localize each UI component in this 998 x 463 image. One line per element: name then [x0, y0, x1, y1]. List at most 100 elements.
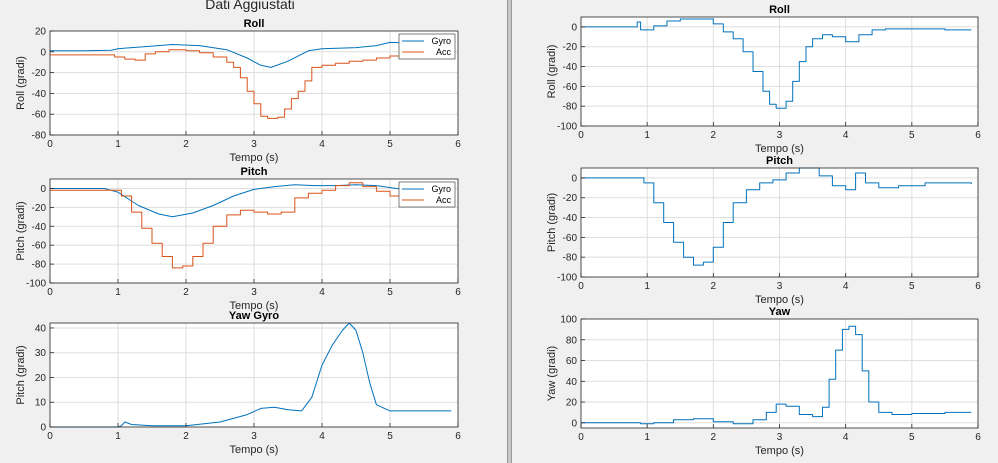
y-tick-label: -40 [32, 89, 47, 100]
left-roll-series-gyro-line [50, 41, 452, 68]
x-tick-label: 2 [183, 287, 189, 298]
x-tick-label: 5 [909, 281, 915, 292]
x-tick-label: 3 [251, 139, 257, 150]
legend-label-gyro: Gyro [431, 184, 451, 194]
y-tick-label: -100 [557, 122, 577, 133]
x-tick-label: 5 [909, 432, 915, 443]
x-tick-label: 2 [183, 139, 189, 150]
y-tick-label: 30 [35, 348, 47, 359]
left-figure-window: Dati Aggiustati 0 1 2 3 4 5 6 -80 -60 -40 -20 0 20 Ro… [15, 0, 461, 456]
y-tick-label: -20 [563, 193, 578, 204]
right-pitch-chart: 0 1 2 3 4 5 6 -100 -80 -60 -40 -20 0 Pitch Tempo (s) Pi… [546, 155, 981, 306]
y-tick-label: -40 [563, 213, 578, 224]
y-axis-label: Roll (gradi) [15, 56, 27, 110]
chart-title: Yaw Gyro [229, 310, 279, 322]
x-tick-label: 3 [251, 431, 257, 442]
y-tick-label: 10 [35, 398, 47, 409]
x-tick-label: 3 [777, 281, 783, 292]
y-tick-label: 100 [560, 315, 577, 326]
y-tick-label: 80 [566, 335, 578, 346]
x-tick-label: 2 [711, 432, 717, 443]
x-tick-label: 4 [319, 431, 325, 442]
x-tick-label: 6 [975, 281, 981, 292]
x-tick-label: 1 [115, 287, 121, 298]
left-roll-chart: 0 1 2 3 4 5 6 -80 -60 -40 -20 0 20 Roll Tempo (s) Roll … [15, 18, 461, 164]
chart-title: Pitch [241, 166, 268, 178]
x-tick-label: 4 [843, 432, 849, 443]
x-tick-label: 6 [975, 130, 981, 141]
y-axis-label: Pitch (gradi) [15, 201, 27, 260]
x-tick-label: 1 [115, 139, 121, 150]
left-pitch-chart: 0 1 2 3 4 5 6 -100 -80 -60 -40 -20 0 Pitch Tempo (s) Pi… [15, 166, 461, 312]
x-tick-label: 6 [455, 139, 461, 150]
y-tick-label: -40 [32, 222, 47, 233]
x-tick-label: 6 [975, 432, 981, 443]
y-tick-label: -80 [563, 102, 578, 113]
legend-label-acc: Acc [436, 195, 452, 205]
x-tick-label: 0 [578, 281, 584, 292]
chart-title: Yaw [769, 306, 791, 318]
right-pitch-series-pitch-line [581, 167, 972, 266]
right-figure-window: 0 1 2 3 4 5 6 -100 -80 -60 -40 -20 0 Roll Tempo (s) Rol… [512, 0, 998, 463]
y-tick-label: -20 [563, 42, 578, 53]
x-axis-label: Tempo (s) [755, 143, 804, 155]
y-tick-label: 0 [571, 173, 577, 184]
y-tick-label: 40 [35, 323, 47, 334]
x-tick-label: 1 [115, 431, 121, 442]
x-tick-label: 0 [578, 130, 584, 141]
y-tick-label: 0 [40, 184, 46, 195]
x-tick-label: 2 [711, 281, 717, 292]
x-tick-label: 4 [319, 287, 325, 298]
figure-suptitle: Dati Aggiustati [205, 0, 295, 12]
y-tick-label: -100 [26, 279, 46, 290]
chart-title: Roll [769, 4, 790, 16]
chart-title: Pitch [766, 155, 793, 167]
y-tick-label: -60 [563, 82, 578, 93]
window-divider [507, 0, 512, 463]
right-yaw-series-yaw-line [581, 325, 972, 425]
y-tick-label: -100 [557, 273, 577, 284]
y-tick-label: 20 [35, 27, 47, 38]
x-tick-label: 2 [183, 431, 189, 442]
y-tick-label: 0 [571, 418, 577, 429]
right-roll-series-roll-line [581, 18, 972, 109]
y-tick-label: 0 [40, 423, 46, 434]
y-tick-label: 0 [40, 47, 46, 58]
chart-title: Roll [244, 18, 265, 30]
y-axis-label: Pitch (gradi) [15, 345, 27, 404]
y-axis-label: Yaw (gradi) [546, 346, 558, 401]
y-tick-label: -60 [32, 110, 47, 121]
x-tick-label: 1 [644, 281, 650, 292]
left-pitch-series-acc-line [50, 182, 452, 269]
y-tick-label: 20 [566, 398, 578, 409]
y-tick-label: -80 [563, 253, 578, 264]
right-figure-canvas: 0 1 2 3 4 5 6 -100 -80 -60 -40 -20 0 Roll Tempo (s) Rol… [546, 4, 981, 457]
legend-label-gyro: Gyro [431, 36, 451, 46]
legend-box [398, 33, 456, 60]
x-tick-label: 5 [909, 130, 915, 141]
x-axis-label: Tempo (s) [230, 444, 279, 456]
y-tick-label: -20 [32, 203, 47, 214]
x-tick-label: 6 [455, 431, 461, 442]
x-tick-label: 4 [843, 281, 849, 292]
x-tick-label: 5 [387, 139, 393, 150]
x-tick-label: 0 [578, 432, 584, 443]
left-figure-canvas: Dati Aggiustati 0 1 2 3 4 5 6-80-60-40-20020Ro… [15, 0, 461, 456]
x-tick-label: 1 [644, 130, 650, 141]
x-tick-label: 3 [777, 130, 783, 141]
y-tick-label: 60 [566, 356, 578, 367]
x-axis-label: Tempo (s) [230, 152, 279, 164]
y-tick-label: 40 [566, 377, 578, 388]
x-tick-label: 4 [319, 139, 325, 150]
y-axis-label: Roll (gradi) [546, 45, 558, 99]
x-tick-label: 6 [455, 287, 461, 298]
y-tick-label: 0 [571, 22, 577, 33]
right-roll-chart: 0 1 2 3 4 5 6 -100 -80 -60 -40 -20 0 Roll Tempo (s) Rol… [546, 4, 981, 155]
legend-label-acc: Acc [436, 47, 452, 57]
y-tick-label: -20 [32, 68, 47, 79]
left-yaw-chart: 0 1 2 3 4 5 6 0 10 20 30 40 Yaw Gyro Tempo (s) Pitch (… [15, 310, 461, 456]
x-tick-label: 4 [843, 130, 849, 141]
